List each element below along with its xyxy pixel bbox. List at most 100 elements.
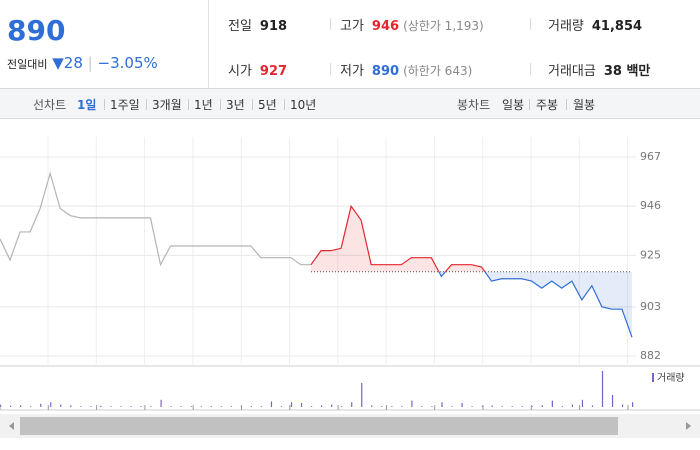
stat-value: 38 백만	[603, 64, 651, 79]
price-line-down	[438, 271, 633, 338]
volume-bar	[50, 402, 52, 407]
stat-note: (상한가 1,193)	[403, 19, 484, 33]
tab-sep	[146, 99, 147, 110]
volume-bar	[140, 406, 142, 407]
volume-bar	[20, 405, 22, 407]
y-tick-label: 946	[640, 199, 661, 212]
volume-bar	[310, 406, 313, 407]
volume-bar	[571, 404, 574, 407]
volume-bar	[270, 401, 273, 407]
tab[interactable]: 1주일	[110, 98, 140, 112]
volume-bar	[110, 406, 112, 407]
volume-bar	[461, 403, 463, 407]
volume-bar	[250, 406, 252, 407]
separator	[530, 18, 531, 30]
tab-group-label: 봉차트	[457, 98, 491, 112]
stat: 거래대금 38 백만	[548, 60, 650, 79]
price-area-down	[310, 271, 632, 338]
volume-bar	[351, 402, 353, 407]
tab[interactable]: 일봉	[502, 98, 525, 112]
volume-bar	[170, 406, 172, 407]
volume-bar	[591, 405, 594, 407]
tab-sep	[188, 99, 189, 110]
stat-value: 946	[371, 19, 400, 34]
volume-bar	[40, 403, 42, 407]
volume-bar	[130, 406, 132, 407]
stat-note: (하한가 643)	[403, 64, 473, 78]
stat-label: 거래대금	[548, 64, 596, 79]
volume-bar	[321, 405, 323, 407]
stat: 거래량 41,854	[548, 15, 642, 34]
tab-sep	[529, 99, 530, 110]
tab[interactable]: 10년	[290, 98, 317, 112]
volume-bar	[531, 406, 533, 407]
volume-legend: 거래량	[657, 372, 685, 384]
volume-bar	[561, 406, 563, 407]
tab[interactable]: 1년	[194, 98, 213, 112]
tab[interactable]: 월봉	[573, 98, 596, 112]
tab[interactable]: 3년	[226, 98, 245, 112]
y-tick-label: 925	[640, 248, 661, 261]
chart: 967 946 925 903 882 거래량	[0, 119, 700, 450]
volume-bar	[280, 406, 283, 407]
chart-bg	[0, 119, 700, 450]
tab[interactable]: 1일	[77, 98, 97, 112]
volume-bar	[521, 406, 523, 407]
stat-value: 927	[259, 64, 288, 79]
volume-bar	[341, 406, 343, 407]
volume-bar	[401, 406, 403, 407]
volume-bar	[551, 400, 553, 407]
volume-bar	[180, 406, 182, 407]
stat-label: 고가	[340, 19, 364, 34]
volume-bar	[230, 406, 232, 407]
separator	[330, 63, 331, 75]
volume-bar	[10, 405, 12, 407]
volume-bar	[290, 402, 293, 407]
volume-bar	[391, 406, 393, 407]
price-line	[0, 171, 311, 267]
stat: 저가 890 (하한가 643)	[340, 60, 472, 79]
change-value: 28	[63, 54, 83, 72]
tab[interactable]: 주봉	[536, 98, 559, 112]
volume-bar	[381, 406, 383, 407]
tab[interactable]: 5년	[258, 98, 277, 112]
stat-label: 저가	[340, 64, 364, 79]
price-area-up	[310, 206, 485, 272]
volume-bar	[371, 405, 373, 407]
y-tick-label: 882	[640, 349, 661, 362]
scroll-left[interactable]	[9, 422, 14, 430]
stat-label: 시가	[228, 64, 252, 79]
price-line-up	[310, 204, 486, 272]
volume-bar	[260, 406, 263, 407]
volume-bar	[441, 402, 443, 407]
scroll-right[interactable]	[686, 422, 691, 430]
stat: 시가 927	[228, 60, 287, 79]
tab-sep	[284, 99, 285, 110]
volume-bar	[60, 404, 62, 407]
volume-bar	[150, 406, 152, 407]
volume-bar	[601, 371, 604, 407]
volume-bar	[611, 395, 614, 407]
tab-sep	[252, 99, 253, 110]
volume-bar	[511, 406, 513, 407]
volume-bar	[80, 406, 82, 407]
separator	[530, 63, 531, 75]
volume-bar	[581, 399, 584, 407]
separator	[330, 18, 331, 30]
tab[interactable]: 3개월	[152, 98, 182, 112]
volume-bar	[70, 405, 72, 407]
quote-box: 890 전일대비 ▼28 | −3.05%	[0, 0, 209, 88]
volume-bar	[30, 406, 32, 407]
volume-bar	[0, 404, 2, 407]
volume-bar	[190, 406, 192, 407]
stat-value: 918	[259, 19, 288, 34]
volume-bar	[220, 406, 222, 407]
volume-bar	[160, 399, 162, 407]
scrollbar-thumb[interactable]	[20, 417, 618, 435]
volume-bar	[90, 406, 92, 407]
period-tabs: 선차트 1일 1주일 3개월 1년 3년 5년 10년 봉차트 일봉 주봉 월봉	[0, 89, 700, 119]
volume-bar	[491, 405, 493, 407]
quote-header: 890 전일대비 ▼28 | −3.05% 전일 918 고가 946 (상한가 1,1…	[0, 0, 700, 89]
price: 890	[7, 14, 66, 47]
